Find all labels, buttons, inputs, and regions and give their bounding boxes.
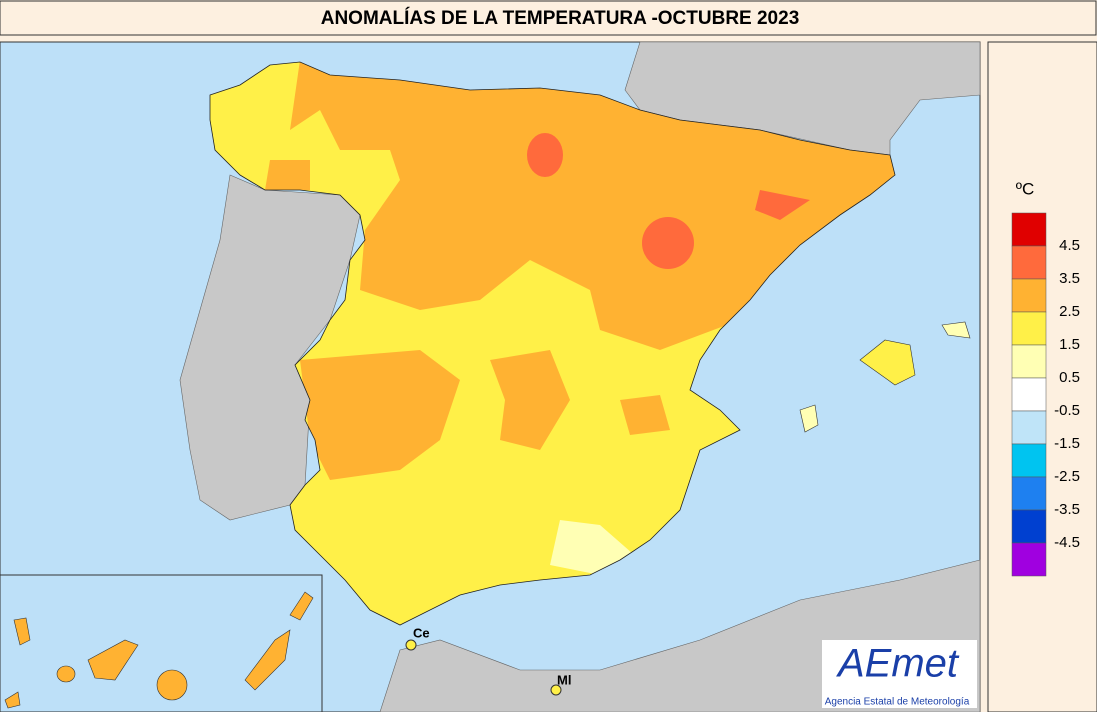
orange-area xyxy=(265,160,310,190)
legend-swatch xyxy=(1011,443,1047,478)
red-area xyxy=(527,133,563,177)
title: ANOMALÍAS DE LA TEMPERATURA -OCTUBRE 202… xyxy=(321,7,800,29)
legend-unit: ºC xyxy=(1016,179,1035,198)
legend-swatch xyxy=(1011,542,1047,577)
title-bar xyxy=(0,0,1097,36)
island xyxy=(289,591,314,621)
legend-swatch xyxy=(1011,344,1047,379)
island xyxy=(156,669,188,701)
logo-box xyxy=(822,640,977,708)
legend-label: -3.5 xyxy=(1054,501,1080,518)
red-area xyxy=(755,190,810,220)
legend-swatch xyxy=(1011,311,1047,346)
city-marker xyxy=(550,684,562,696)
orange-area xyxy=(620,395,670,435)
island xyxy=(13,617,31,646)
logo-name: AEmet xyxy=(836,642,960,686)
city-marker xyxy=(405,639,417,651)
city-label: Ml xyxy=(557,672,571,687)
legend-label: 2.5 xyxy=(1059,303,1080,320)
legend-swatch xyxy=(1011,509,1047,544)
legend-label: 0.5 xyxy=(1059,369,1080,386)
orange-area xyxy=(300,350,460,480)
island xyxy=(87,639,139,681)
legend-label: 3.5 xyxy=(1059,270,1080,287)
menorca xyxy=(941,321,971,339)
legend-label: 1.5 xyxy=(1059,336,1080,353)
legend-swatch xyxy=(1011,212,1047,247)
legend-label: -2.5 xyxy=(1054,468,1080,485)
mallorca xyxy=(859,339,916,386)
legend-swatch xyxy=(1011,377,1047,412)
legend-swatch xyxy=(1011,476,1047,511)
logo-caption: Agencia Estatal de Meteorología xyxy=(825,697,970,708)
legend-label: -4.5 xyxy=(1054,534,1080,551)
legend-swatch xyxy=(1011,278,1047,313)
legend-label: -1.5 xyxy=(1054,435,1080,452)
legend-swatch xyxy=(1011,245,1047,280)
legend-swatch xyxy=(1011,410,1047,445)
red-area xyxy=(642,217,694,269)
island xyxy=(4,691,21,709)
island xyxy=(244,629,291,691)
legend: 4.5 3.5 2.5 1.5 0.5 -0.5 -1.5 -2.5 -3.5 -4.5 xyxy=(1011,212,1080,577)
ibiza xyxy=(799,404,819,433)
anomaly-areas xyxy=(265,62,895,575)
orange-area xyxy=(290,62,895,350)
orange-area xyxy=(490,350,570,450)
city-label: Ce xyxy=(413,625,430,640)
legend-label: 4.5 xyxy=(1059,237,1080,254)
legend-label: -0.5 xyxy=(1054,402,1080,419)
island xyxy=(56,665,76,683)
